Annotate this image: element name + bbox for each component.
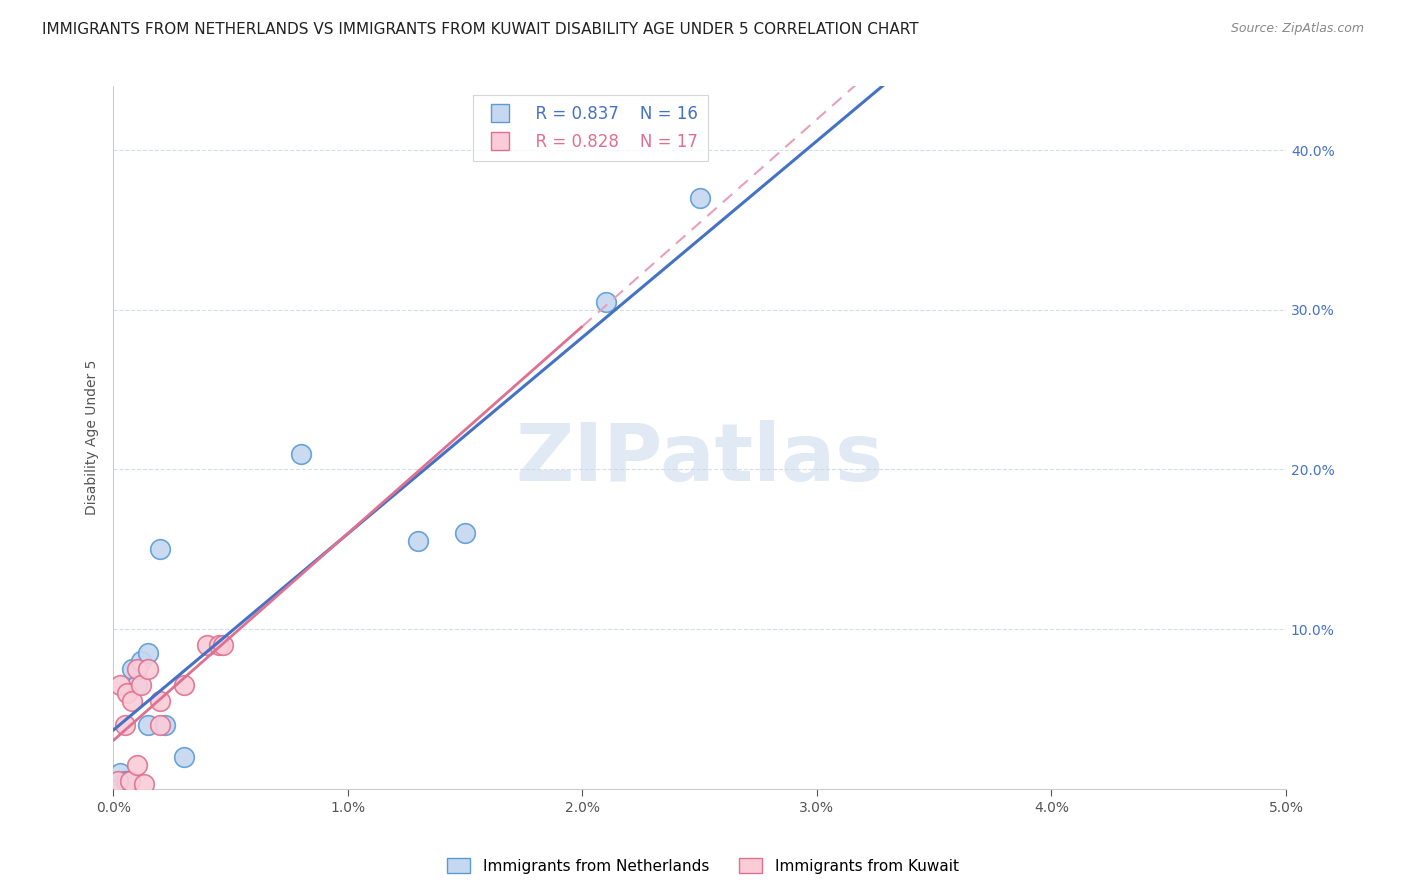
Point — [149, 542, 172, 557]
Point — [114, 773, 136, 788]
Point — [125, 662, 148, 676]
Point — [138, 718, 160, 732]
Point — [131, 678, 153, 692]
Point — [208, 638, 231, 652]
Point — [125, 678, 148, 692]
Text: IMMIGRANTS FROM NETHERLANDS VS IMMIGRANTS FROM KUWAIT DISABILITY AGE UNDER 5 COR: IMMIGRANTS FROM NETHERLANDS VS IMMIGRANT… — [42, 22, 918, 37]
Point — [132, 777, 155, 791]
Point — [290, 446, 312, 460]
Text: Source: ZipAtlas.com: Source: ZipAtlas.com — [1230, 22, 1364, 36]
Point — [121, 694, 143, 708]
Point — [110, 765, 132, 780]
Point — [110, 678, 132, 692]
Text: ZIPatlas: ZIPatlas — [516, 419, 884, 498]
Point — [117, 686, 139, 700]
Point — [406, 534, 429, 549]
Point — [118, 773, 141, 788]
Point — [131, 654, 153, 668]
Point — [125, 757, 148, 772]
Y-axis label: Disability Age Under 5: Disability Age Under 5 — [86, 359, 100, 516]
Point — [153, 718, 176, 732]
Point — [117, 773, 139, 788]
Legend:   R = 0.837    N = 16,   R = 0.828    N = 17: R = 0.837 N = 16, R = 0.828 N = 17 — [474, 95, 707, 161]
Point — [149, 694, 172, 708]
Point — [595, 294, 617, 309]
Point — [173, 749, 195, 764]
Point — [212, 638, 235, 652]
Legend: Immigrants from Netherlands, Immigrants from Kuwait: Immigrants from Netherlands, Immigrants … — [441, 852, 965, 880]
Point — [454, 526, 477, 541]
Point — [138, 646, 160, 660]
Point — [121, 662, 143, 676]
Point — [107, 773, 129, 788]
Point — [138, 662, 160, 676]
Point — [149, 718, 172, 732]
Point — [173, 678, 195, 692]
Point — [195, 638, 218, 652]
Point — [114, 718, 136, 732]
Point — [689, 191, 711, 205]
